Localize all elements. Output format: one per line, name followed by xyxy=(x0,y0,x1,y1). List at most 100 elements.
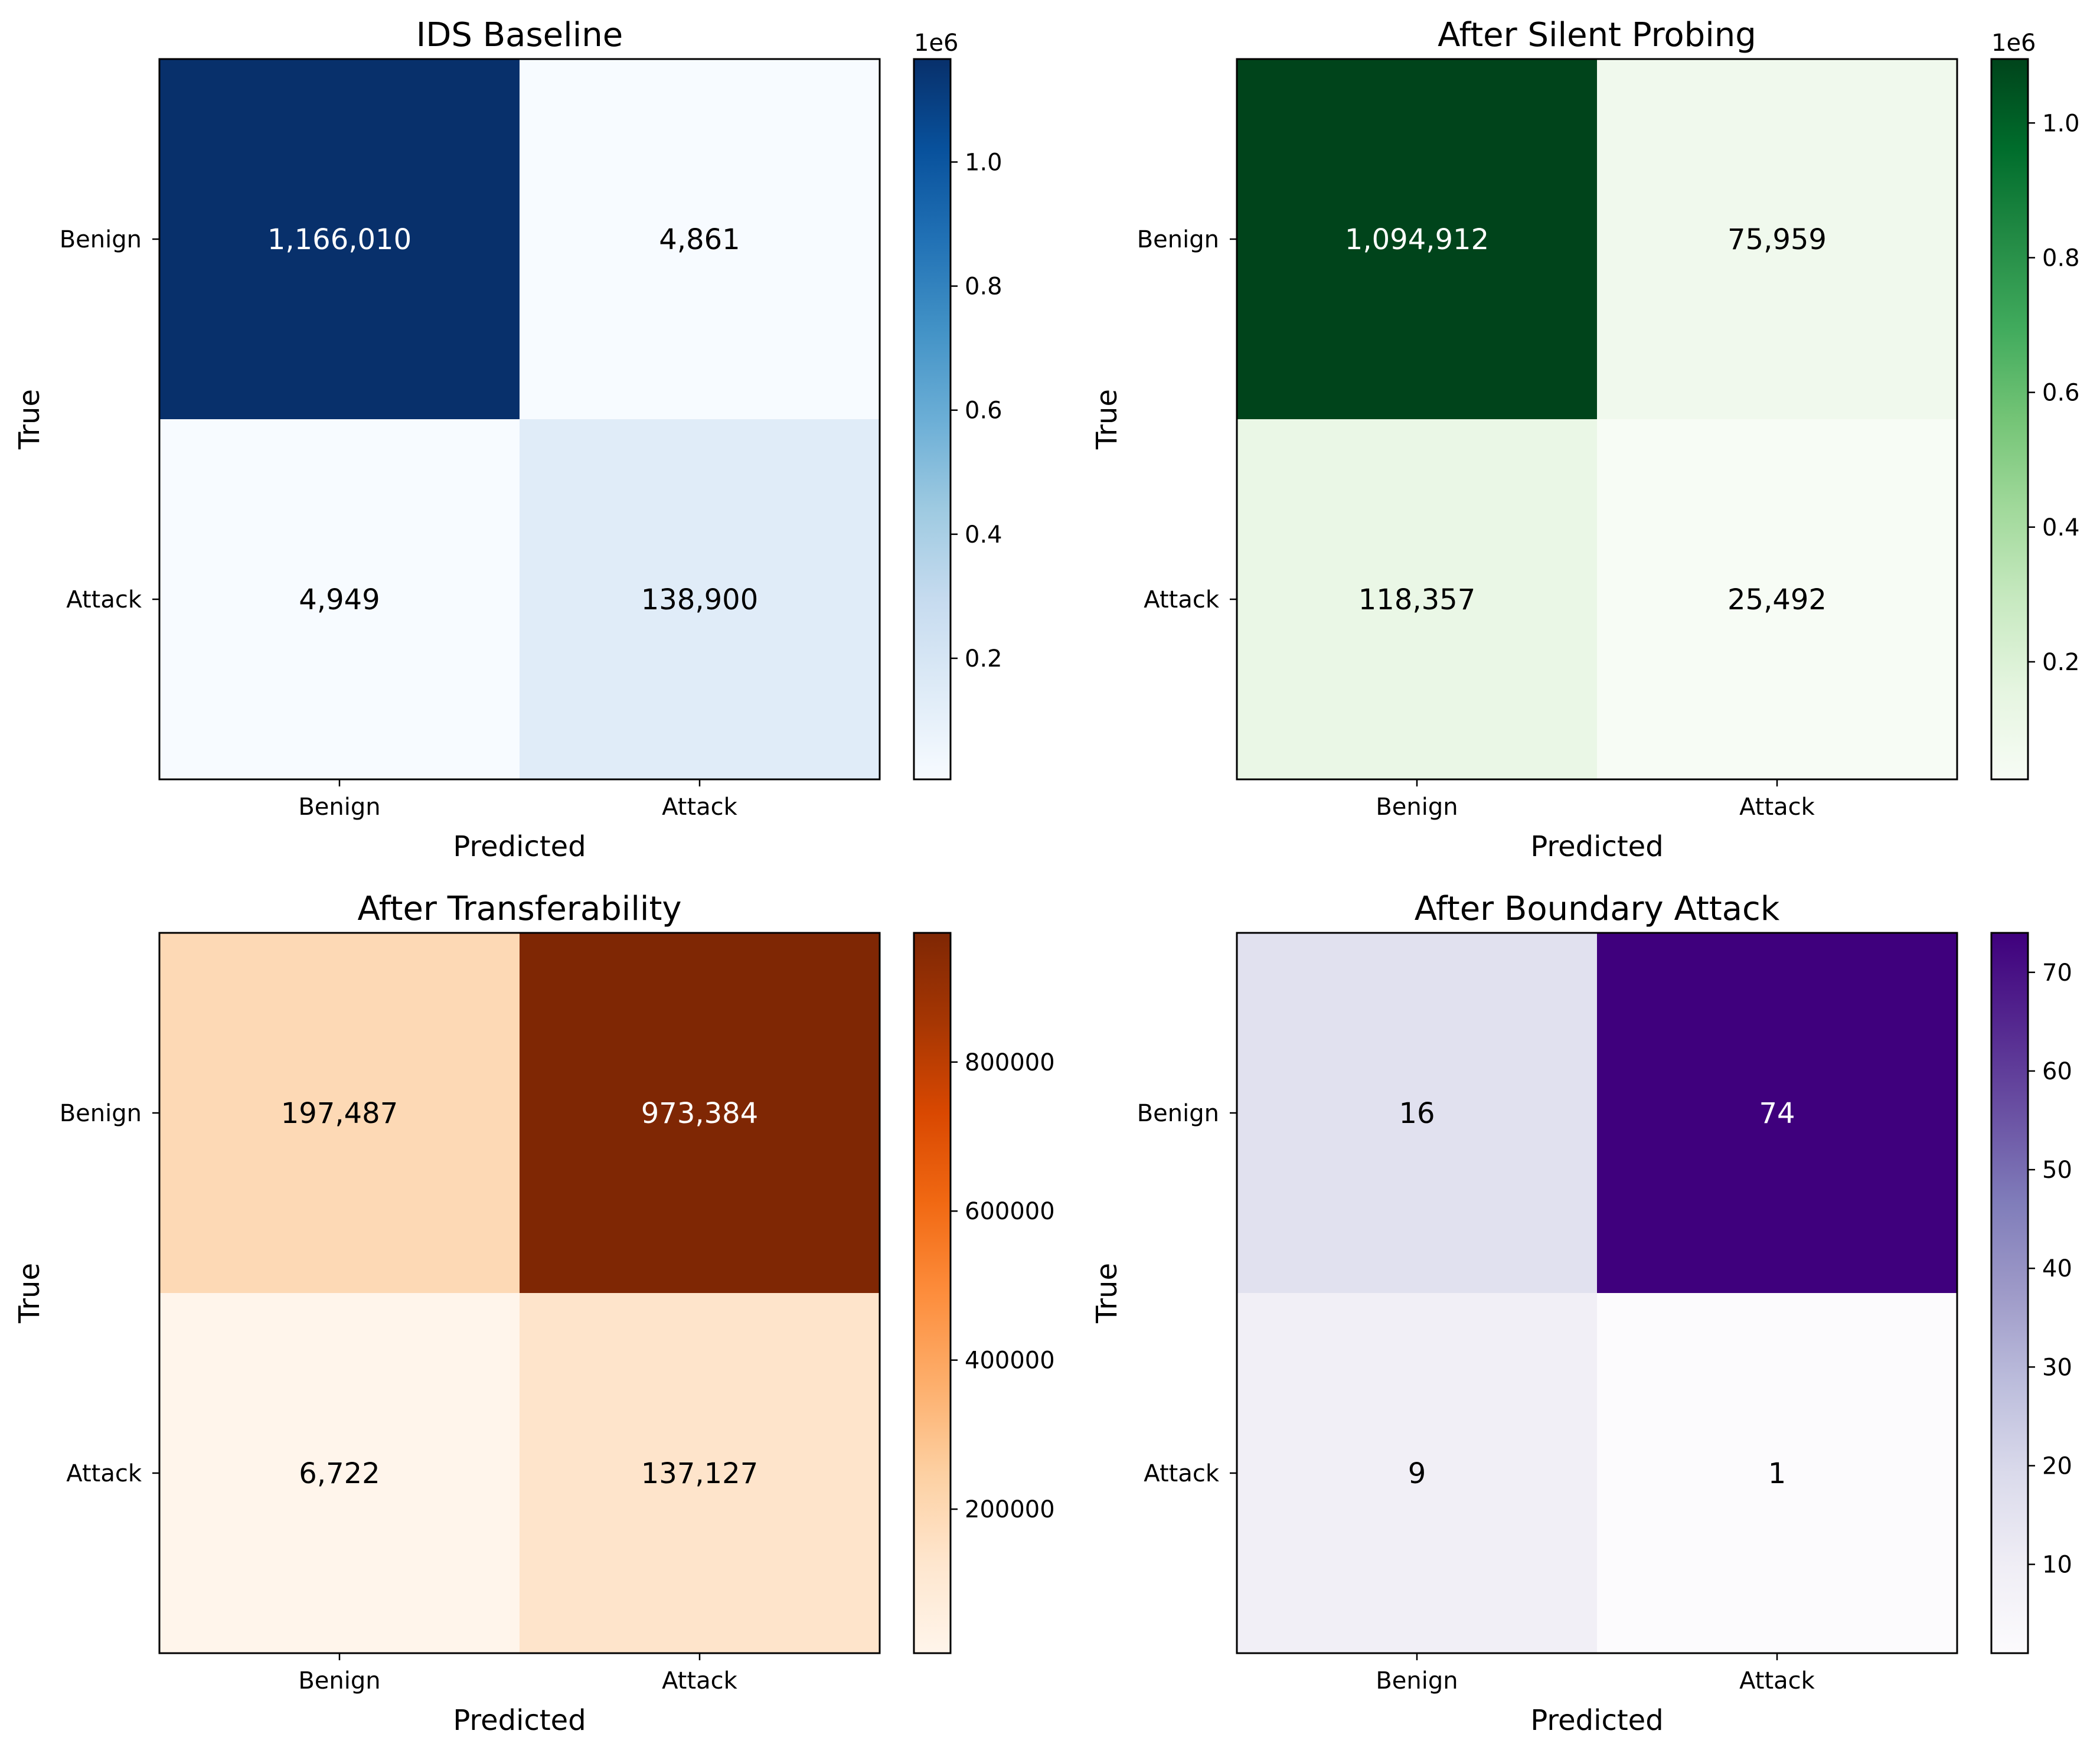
colorbar-tick-label: 1.0 xyxy=(965,149,1002,176)
panel-1: IDS Baseline 1,166,010 4,861 4,949 138,900 Be… xyxy=(13,16,1002,863)
colorbar-frame xyxy=(1990,58,2029,781)
y-tick-label: Benign xyxy=(1137,1100,1219,1127)
x-tick-label: Attack xyxy=(1739,794,1815,821)
colorbar-tick-label: 0.4 xyxy=(965,521,1002,548)
plot-frame xyxy=(1236,58,1958,781)
colorbar-tick-label: 40 xyxy=(2042,1255,2072,1282)
heatmap-cell xyxy=(520,59,880,419)
colorbar-offset-label: 1e6 xyxy=(914,30,959,57)
cell-value-label: 16 xyxy=(1399,1097,1435,1130)
heatmap-cell xyxy=(520,933,880,1293)
colorbar-frame xyxy=(1990,932,2029,1654)
heatmap-cell xyxy=(159,1293,520,1653)
colorbar-tick-label: 10 xyxy=(2042,1552,2072,1579)
cell-value-label: 1,166,010 xyxy=(267,223,411,256)
colorbar-tick-label: 0.2 xyxy=(2042,649,2080,676)
colorbar-tick-label: 30 xyxy=(2042,1354,2072,1381)
x-tick-label: Attack xyxy=(1739,1667,1815,1695)
colorbar xyxy=(914,59,951,779)
heatmap-cell xyxy=(1597,419,1957,779)
heatmap-cell xyxy=(1237,933,1597,1293)
cell-value-label: 75,959 xyxy=(1727,223,1827,256)
y-tick-label: Benign xyxy=(60,1100,142,1127)
cell-value-label: 137,127 xyxy=(641,1457,759,1490)
colorbar xyxy=(914,933,951,1653)
y-tick-label: Attack xyxy=(1144,586,1220,613)
cell-value-label: 74 xyxy=(1759,1097,1795,1130)
colorbar-frame xyxy=(913,932,952,1654)
y-tick-label: Attack xyxy=(66,1460,142,1487)
heatmap-cell xyxy=(159,933,520,1293)
colorbar-tick-label: 0.8 xyxy=(965,273,1002,301)
x-axis-label: Predicted xyxy=(1530,830,1663,863)
y-axis-label: True xyxy=(13,1263,46,1324)
heatmap-cell xyxy=(1237,59,1597,419)
colorbar-tick-label: 20 xyxy=(2042,1452,2072,1480)
colorbar xyxy=(1991,59,2028,779)
heatmap-cell xyxy=(1597,933,1957,1293)
colorbar-offset-label: 1e6 xyxy=(1991,30,2036,57)
colorbar-tick-label: 0.8 xyxy=(2042,244,2080,272)
cell-value-label: 9 xyxy=(1408,1457,1426,1490)
x-tick-label: Benign xyxy=(298,1667,380,1695)
x-tick-label: Benign xyxy=(298,794,380,821)
y-axis-label: True xyxy=(13,389,46,450)
colorbar-tick-label: 70 xyxy=(2042,959,2072,987)
heatmap-cell xyxy=(1597,59,1957,419)
cell-value-label: 25,492 xyxy=(1727,583,1827,616)
x-axis-label: Predicted xyxy=(453,830,586,863)
cell-value-label: 1 xyxy=(1768,1457,1787,1490)
cell-value-label: 118,357 xyxy=(1358,583,1476,616)
colorbar-tick-label: 400000 xyxy=(965,1347,1055,1374)
cell-value-label: 4,949 xyxy=(299,583,380,616)
cell-value-label: 4,861 xyxy=(659,223,740,256)
colorbar-frame xyxy=(913,58,952,781)
heatmap-cell xyxy=(159,419,520,779)
colorbar-tick-label: 0.2 xyxy=(965,645,1002,672)
plot-frame xyxy=(1236,932,1958,1654)
cell-value-label: 138,900 xyxy=(641,583,759,616)
cell-value-label: 1,094,912 xyxy=(1345,223,1489,256)
colorbar-tick-label: 200000 xyxy=(965,1496,1055,1523)
colorbar xyxy=(1991,933,2028,1653)
plot-frame xyxy=(158,58,881,781)
x-tick-label: Attack xyxy=(662,794,738,821)
panel-2: After Silent Probing 1,094,912 75,959 118,3… xyxy=(1090,16,2080,863)
heatmap-cell xyxy=(159,59,520,419)
y-axis-label: True xyxy=(1090,389,1124,450)
cell-value-label: 973,384 xyxy=(641,1097,759,1130)
colorbar-tick-label: 1.0 xyxy=(2042,110,2080,137)
colorbar-tick-label: 0.6 xyxy=(965,397,1002,425)
x-tick-label: Benign xyxy=(1376,794,1458,821)
cell-value-label: 6,722 xyxy=(299,1457,380,1490)
x-axis-label: Predicted xyxy=(1530,1704,1663,1737)
panel-title: After Boundary Attack xyxy=(1415,890,1780,928)
colorbar-tick-label: 600000 xyxy=(965,1198,1055,1225)
heatmap-cell xyxy=(520,1293,880,1653)
cell-value-label: 197,487 xyxy=(281,1097,399,1130)
colorbar-tick-label: 0.6 xyxy=(2042,380,2080,407)
colorbar-tick-label: 0.4 xyxy=(2042,514,2080,541)
plot-frame xyxy=(158,932,881,1654)
y-tick-label: Attack xyxy=(66,586,142,613)
y-tick-label: Attack xyxy=(1144,1460,1220,1487)
y-axis-label: True xyxy=(1090,1263,1124,1324)
heatmap-cell xyxy=(1597,1293,1957,1653)
heatmap-cell xyxy=(1237,419,1597,779)
x-tick-label: Attack xyxy=(662,1667,738,1695)
panel-title: After Silent Probing xyxy=(1438,16,1756,54)
heatmap-cell xyxy=(520,419,880,779)
y-tick-label: Benign xyxy=(1137,226,1219,253)
heatmap-cell xyxy=(1237,1293,1597,1653)
x-tick-label: Benign xyxy=(1376,1667,1458,1695)
x-axis-label: Predicted xyxy=(453,1704,586,1737)
colorbar-tick-label: 60 xyxy=(2042,1058,2072,1085)
panel-3: After Transferability 197,487 973,384 6,722… xyxy=(13,890,1055,1737)
y-tick-label: Benign xyxy=(60,226,142,253)
panel-title: After Transferability xyxy=(357,890,681,928)
panel-title: IDS Baseline xyxy=(416,16,623,54)
colorbar-tick-label: 50 xyxy=(2042,1157,2072,1184)
colorbar-tick-label: 800000 xyxy=(965,1049,1055,1076)
panel-4: After Boundary Attack 16 74 9 1 Benign Attack B… xyxy=(1090,890,2072,1737)
